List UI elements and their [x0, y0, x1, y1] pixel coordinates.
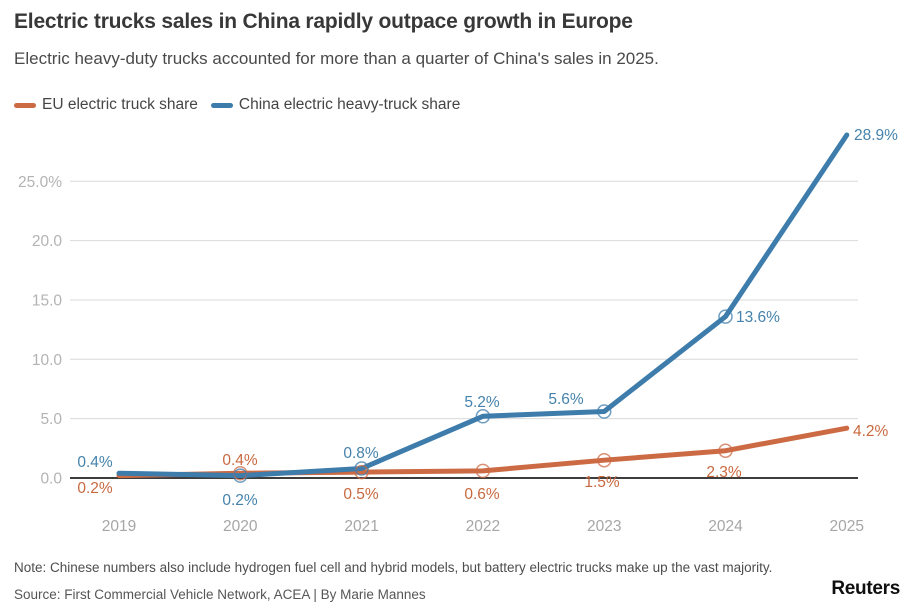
china-point-marker — [475, 409, 491, 424]
chart-title: Electric trucks sales in China rapidly o… — [14, 10, 633, 33]
footnote: Note: Chinese numbers also include hydro… — [14, 560, 773, 575]
y-axis-label: 0.0 — [40, 471, 62, 488]
china-point-marker — [233, 468, 248, 483]
eu-data-label: 2.3% — [706, 464, 742, 481]
y-axis-label: 10.0 — [32, 352, 63, 369]
eu-data-label: 1.5% — [584, 474, 620, 491]
eu-data-label: 0.4% — [222, 452, 258, 469]
legend: EU electric truck share China electric h… — [14, 96, 460, 114]
x-axis-label: 2019 — [102, 518, 136, 535]
china-line — [116, 132, 850, 479]
reuters-logo: Reuters — [831, 578, 900, 599]
china-point-marker — [354, 461, 369, 476]
china-point-marker — [596, 404, 612, 419]
china-point-marker — [718, 309, 733, 324]
x-axis-label: 2022 — [466, 518, 500, 535]
chart-subtitle: Electric heavy-duty trucks accounted for… — [14, 49, 659, 68]
x-axis-label: 2020 — [223, 518, 258, 535]
x-axis-label: 2025 — [830, 518, 864, 535]
eu-point-marker — [718, 443, 733, 458]
eu-data-label: 0.5% — [343, 486, 379, 503]
eu-point-marker — [475, 463, 491, 479]
y-axis-label: 5.0 — [40, 411, 62, 428]
eu-data-label: 0.6% — [464, 486, 500, 503]
china-data-label: 13.6% — [736, 309, 780, 326]
x-axis-label: 2024 — [708, 518, 743, 535]
china-data-label: 5.2% — [464, 394, 500, 411]
x-axis-label: 2021 — [344, 518, 378, 535]
y-axis-label: 20.0 — [32, 233, 63, 250]
eu-point-marker — [354, 464, 369, 480]
china-line-swatch-icon — [210, 102, 233, 108]
y-axis-label: 25.0% — [18, 174, 62, 191]
eu-line-swatch-icon — [14, 102, 36, 108]
legend-label-eu: EU electric truck share — [42, 96, 198, 113]
china-data-label: 28.9% — [854, 127, 898, 144]
china-data-label: 0.2% — [222, 492, 258, 509]
legend-item-china: China electric heavy-truck share — [210, 96, 461, 114]
y-axis-label: 15.0 — [32, 292, 63, 309]
legend-item-eu: EU electric truck share — [14, 96, 198, 114]
china-data-label: 5.6% — [548, 391, 584, 408]
eu-point-marker — [596, 452, 612, 468]
china-data-label: 0.8% — [343, 445, 379, 462]
eu-data-label: 0.2% — [77, 480, 113, 497]
source-line: Source: First Commercial Vehicle Network… — [14, 587, 426, 602]
eu-data-label: 4.2% — [853, 423, 889, 440]
x-axis-label: 2023 — [587, 518, 621, 535]
legend-label-china: China electric heavy-truck share — [238, 96, 461, 113]
china-data-label: 0.4% — [77, 454, 113, 471]
